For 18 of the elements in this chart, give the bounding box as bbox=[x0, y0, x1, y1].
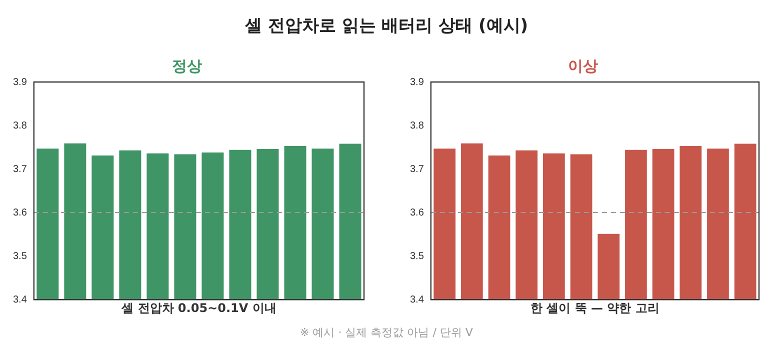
y-tick-label: 3.4 bbox=[12, 294, 28, 306]
y-tick-label: 3.5 bbox=[410, 250, 424, 262]
y-tick-label: 3.4 bbox=[410, 294, 424, 306]
y-tick-label: 3.8 bbox=[12, 120, 28, 132]
chart-title: 정상 bbox=[172, 56, 202, 75]
x-axis-title: 셀 전압차 0.05~0.1V 이내 bbox=[120, 300, 276, 315]
x-axis-title: 한 셀이 뚝 — 약한 고리 bbox=[530, 300, 660, 315]
y-tick-label: 3.7 bbox=[12, 164, 28, 175]
y-tick-label: 3.8 bbox=[410, 120, 424, 132]
y-tick-label: 3.6 bbox=[12, 207, 28, 218]
text: ※ 예시 · 실제 측정값 아님 / 단위 V bbox=[299, 325, 474, 341]
chart-title: 이상 bbox=[568, 56, 598, 75]
y-tick-label: 3.9 bbox=[12, 76, 28, 88]
text: 셀 전압차로 읽는 배터리 상태 (예시) bbox=[244, 15, 530, 38]
y-tick-label: 3.6 bbox=[410, 207, 424, 218]
y-tick-label: 3.9 bbox=[410, 76, 424, 88]
y-tick-label: 3.7 bbox=[410, 164, 424, 175]
y-tick-label: 3.5 bbox=[12, 250, 28, 262]
